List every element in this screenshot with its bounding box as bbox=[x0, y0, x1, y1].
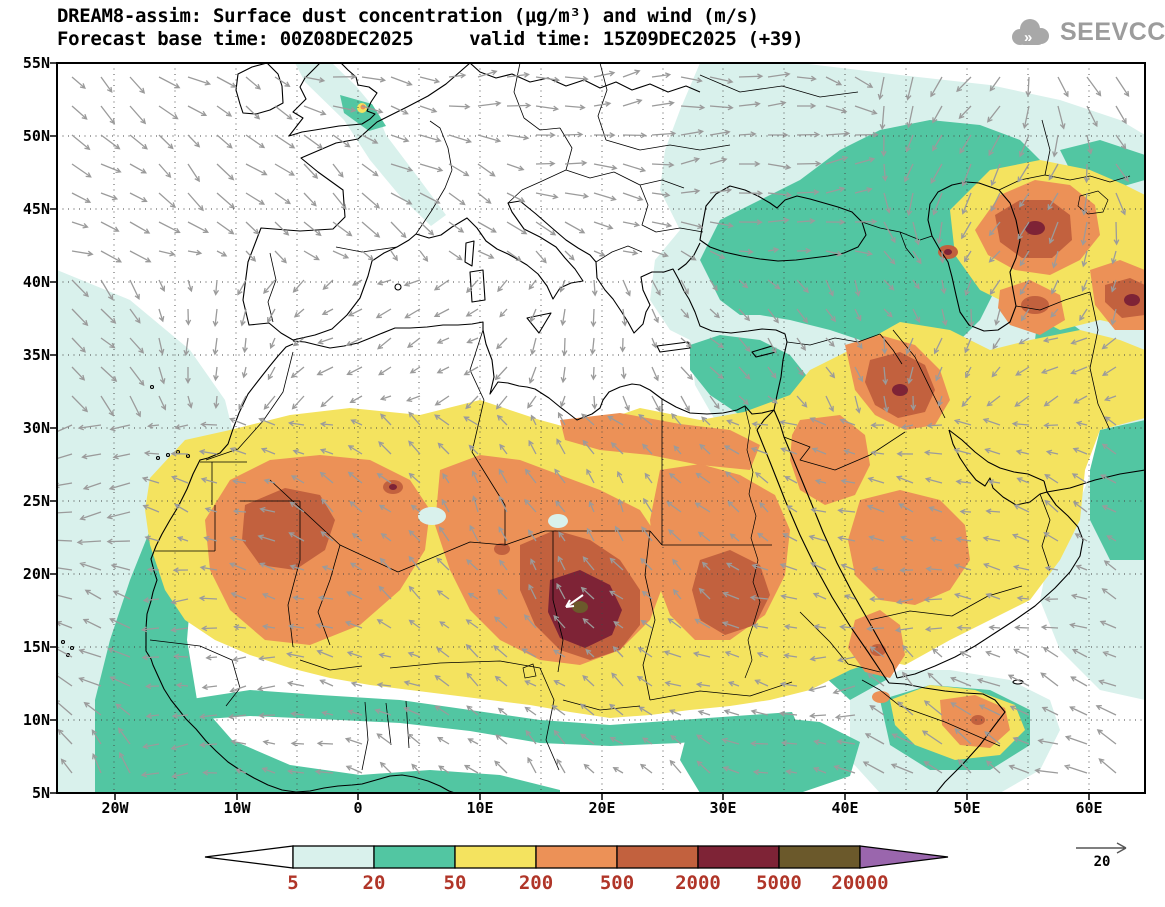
wind-reference-label: 20 bbox=[1093, 854, 1111, 870]
lon-tick-label: 10W bbox=[223, 799, 251, 817]
logo-text: SEEVCCC bbox=[1060, 17, 1165, 46]
colorbar-arrow-low bbox=[204, 845, 294, 869]
lon-tick-label: 0 bbox=[353, 799, 363, 817]
legend-level-label: 5000 bbox=[756, 872, 802, 894]
lat-tick-label: 5N bbox=[31, 784, 50, 802]
lat-tick-label: 50N bbox=[22, 127, 50, 145]
colorbar-arrow-high bbox=[859, 845, 949, 869]
country-borders bbox=[149, 63, 1131, 771]
axis-ticks bbox=[50, 62, 1090, 800]
rivers-lakes bbox=[522, 190, 1109, 679]
dust-hole-level1 bbox=[418, 507, 568, 528]
legend-level-label: 500 bbox=[599, 872, 635, 894]
legend-level-label: 2000 bbox=[675, 872, 721, 894]
lat-tick-label: 15N bbox=[22, 638, 50, 656]
lat-tick-label: 40N bbox=[22, 273, 50, 291]
lat-tick-label: 20N bbox=[22, 565, 50, 583]
lat-tick-label: 55N bbox=[22, 54, 50, 72]
wind-arrows bbox=[57, 69, 1130, 779]
lon-tick-label: 60E bbox=[1075, 799, 1103, 817]
svg-text:»: » bbox=[1024, 29, 1032, 46]
legend-level-label: 20000 bbox=[831, 872, 889, 894]
seevccc-logo: » SEEVCCC bbox=[1008, 16, 1165, 48]
legend-level-label: 50 bbox=[443, 872, 467, 894]
lon-tick-label: 20W bbox=[101, 799, 129, 817]
lon-tick-label: 50E bbox=[953, 799, 981, 817]
lat-tick-label: 30N bbox=[22, 419, 50, 437]
dust-fill-level7 bbox=[572, 601, 588, 613]
lat-tick-label: 45N bbox=[22, 200, 50, 218]
legend-level-label: 5 bbox=[287, 872, 299, 894]
graticule bbox=[57, 63, 1145, 793]
lon-tick-label: 10E bbox=[466, 799, 494, 817]
lon-tick-label: 40E bbox=[831, 799, 859, 817]
cloud-logo-icon: » bbox=[1012, 19, 1049, 46]
lat-tick-label: 10N bbox=[22, 711, 50, 729]
lat-tick-label: 25N bbox=[22, 492, 50, 510]
legend-level-label: 200 bbox=[518, 872, 554, 894]
lon-tick-label: 30E bbox=[709, 799, 737, 817]
chart-title: DREAM8-assim: Surface dust concentration… bbox=[57, 5, 759, 27]
lat-tick-label: 35N bbox=[22, 346, 50, 364]
wind-reference-arrow bbox=[1076, 842, 1127, 854]
chart-subtitle: Forecast base time: 00Z08DEC2025 valid t… bbox=[57, 28, 804, 50]
legend-level-label: 20 bbox=[362, 872, 386, 894]
white-wind-arrow bbox=[565, 594, 584, 608]
colorbar-legend bbox=[204, 845, 949, 869]
lon-tick-label: 20E bbox=[588, 799, 616, 817]
